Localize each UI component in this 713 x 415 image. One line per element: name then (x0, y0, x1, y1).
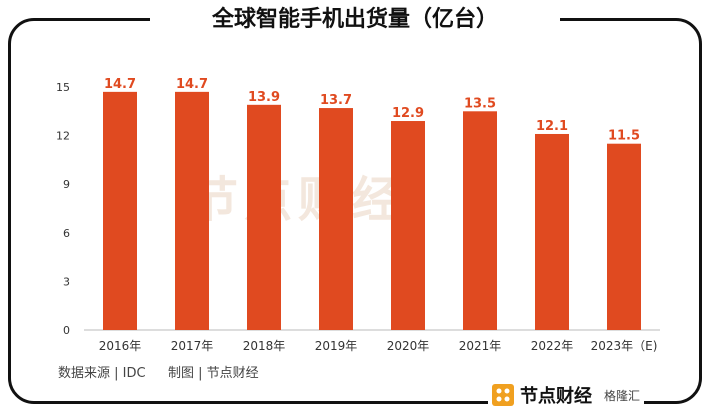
x-tick-label: 2018年 (243, 339, 286, 353)
y-tick-label: 15 (56, 81, 70, 94)
watermark-text: 节点财经 (190, 172, 407, 228)
brand-footer: 节点财经 格隆汇 (488, 381, 645, 409)
bar (319, 108, 353, 330)
bar (535, 133, 569, 330)
brand-name: 节点财经 (520, 386, 592, 407)
y-tick-label: 6 (63, 227, 70, 240)
bar (391, 121, 425, 331)
data-label: 14.7 (176, 77, 208, 92)
brand-logo-icon (492, 384, 514, 406)
data-label: 11.5 (608, 129, 640, 144)
x-tick-label: 2016年 (99, 339, 142, 353)
chart-title: 全球智能手机出货量（亿台） (150, 4, 560, 36)
data-label: 13.5 (464, 96, 496, 111)
x-tick-label: 2019年 (315, 339, 358, 353)
y-tick-label: 0 (63, 324, 70, 337)
bar (247, 104, 281, 330)
data-label: 12.1 (536, 119, 568, 134)
bar (463, 111, 497, 330)
y-tick-label: 12 (56, 130, 70, 143)
bar (103, 91, 137, 330)
data-label: 13.9 (248, 90, 280, 105)
x-tick-label: 2020年 (387, 339, 430, 353)
x-tick-label: 2021年 (459, 339, 502, 353)
bar (175, 91, 209, 330)
data-label: 14.7 (104, 77, 136, 92)
x-tick-label: 2022年 (531, 339, 574, 353)
x-tick-label: 2023年（E) (591, 339, 658, 353)
data-source: 数据来源 | IDC (58, 366, 146, 381)
bar (607, 143, 641, 330)
x-tick-label: 2017年 (171, 339, 214, 353)
gelonghui-badge: 格隆汇 (604, 388, 641, 403)
y-tick-label: 3 (63, 275, 70, 288)
y-tick-label: 9 (63, 178, 70, 191)
chart-credit: 制图 | 节点财经 (168, 366, 259, 381)
data-label: 12.9 (392, 106, 424, 121)
data-label: 13.7 (320, 93, 352, 108)
